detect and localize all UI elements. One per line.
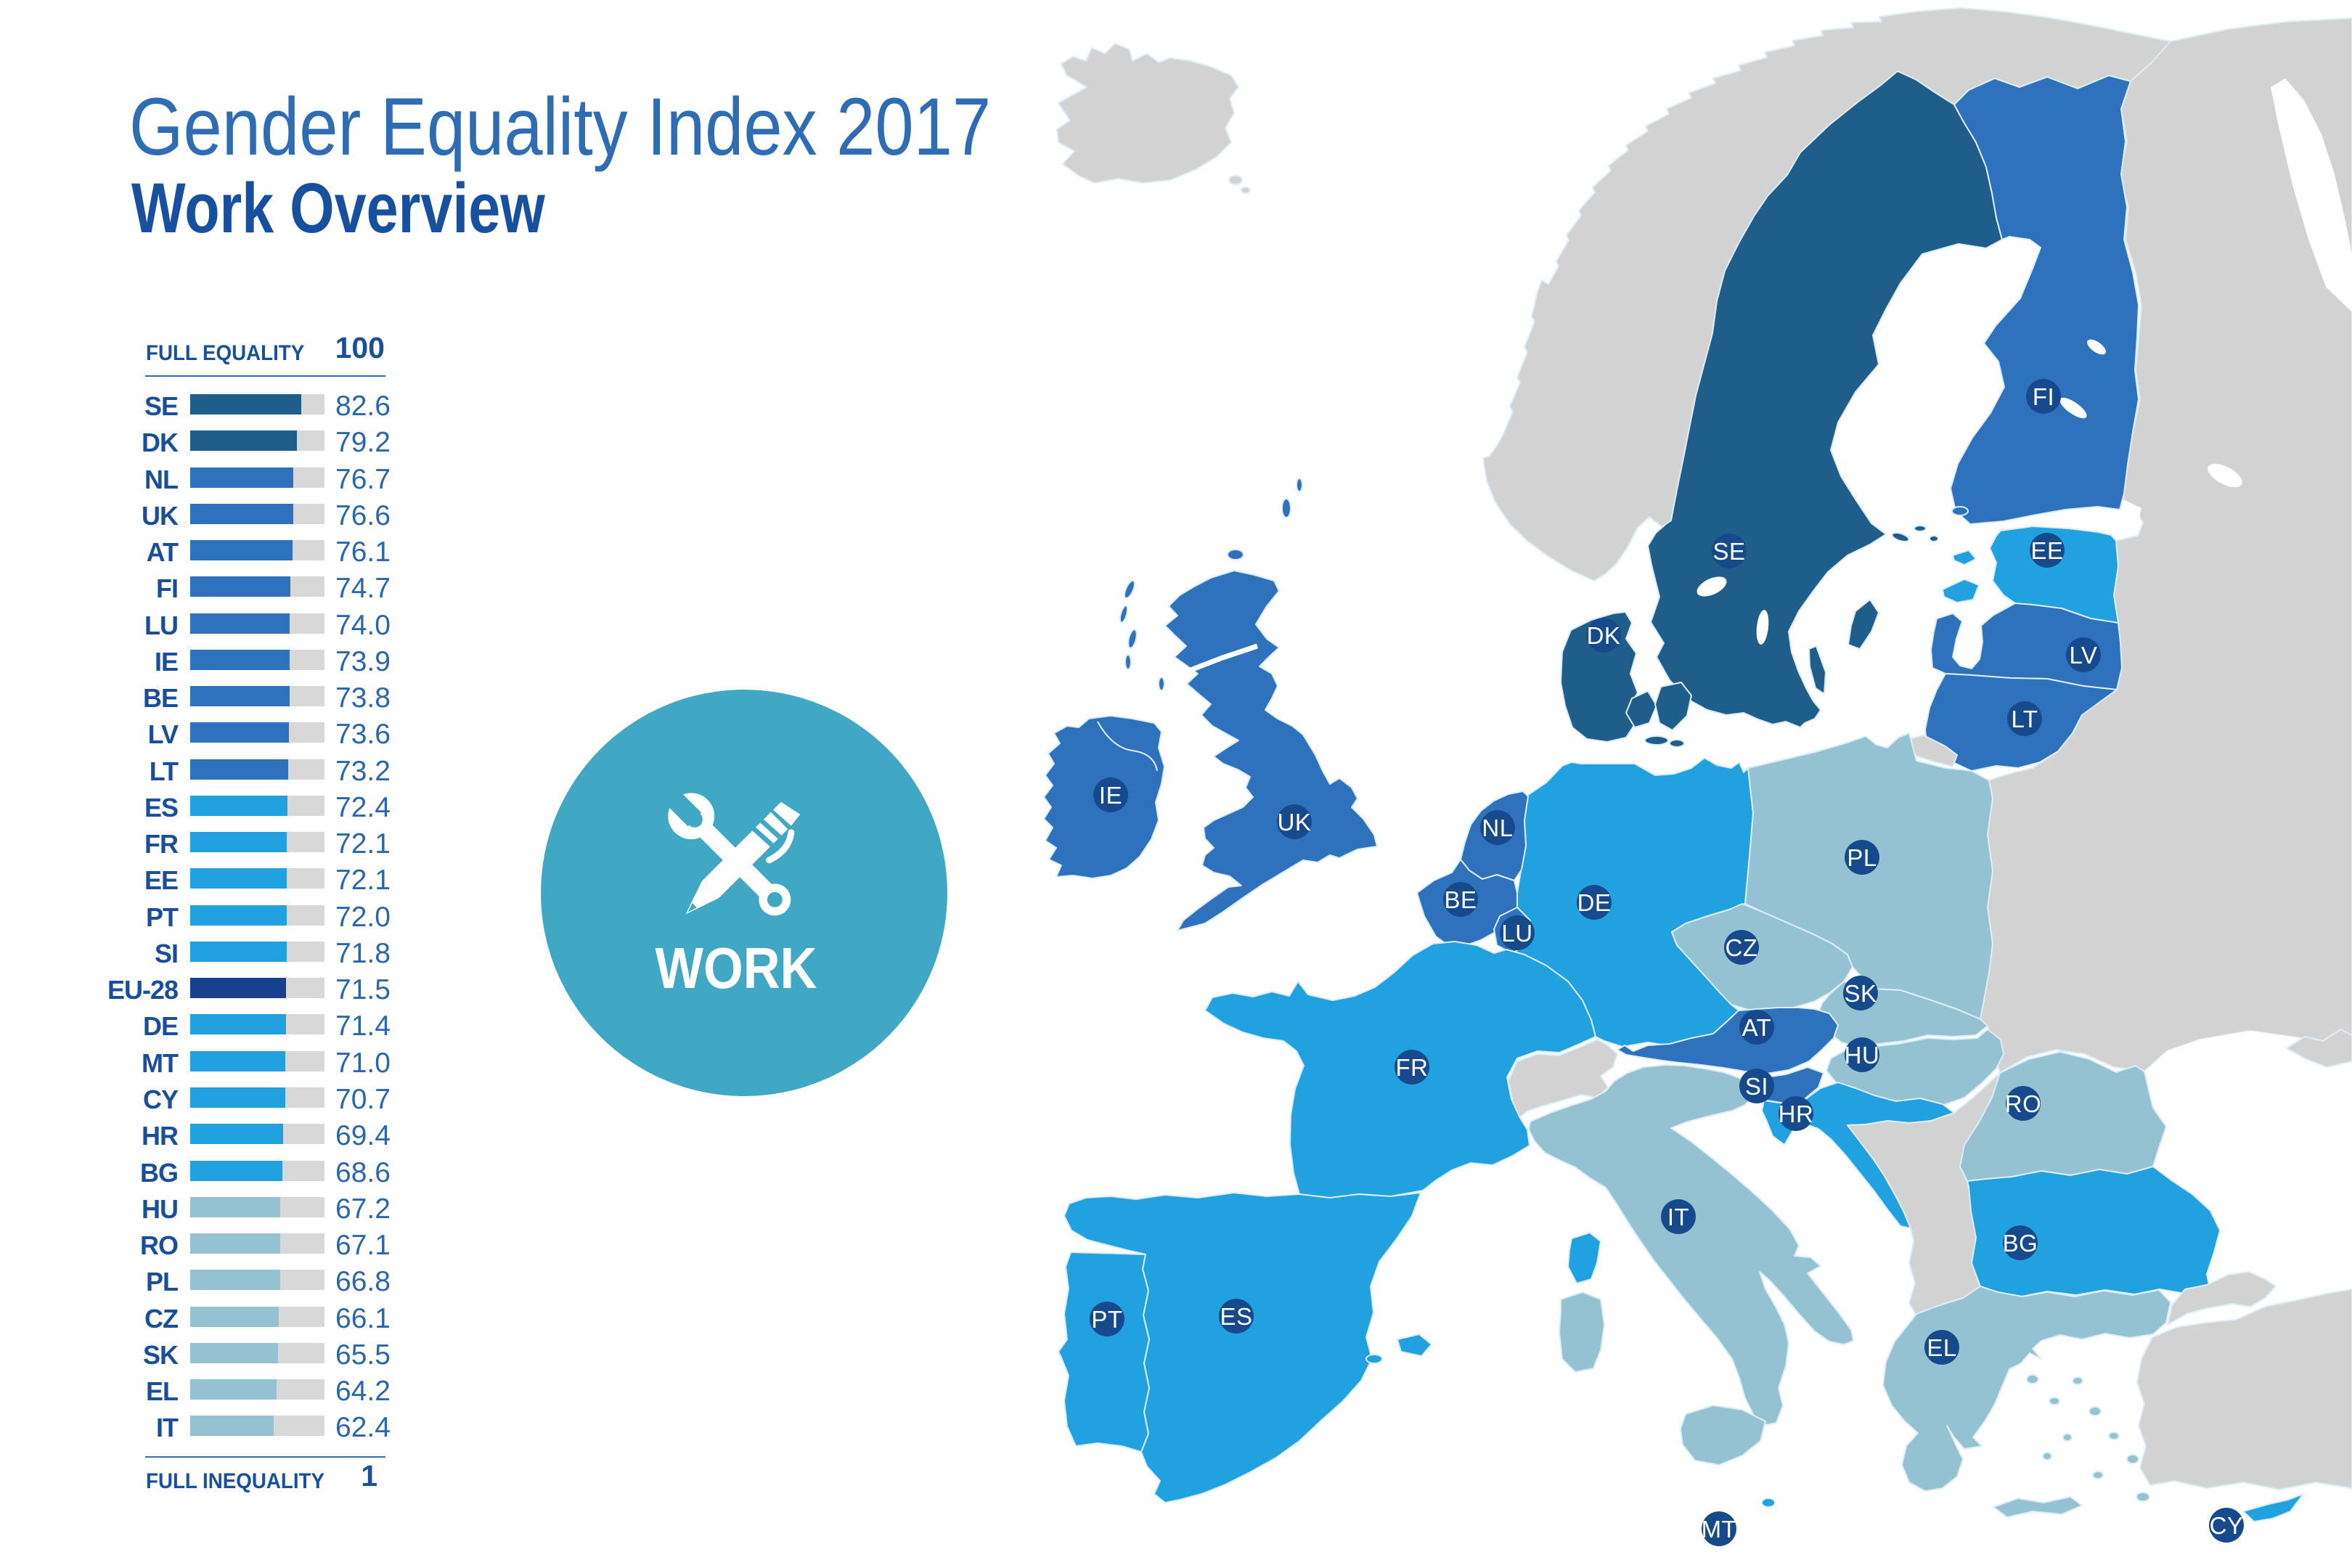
svg-text:UK: UK	[1278, 809, 1312, 836]
svg-text:RO: RO	[2005, 1090, 2042, 1117]
svg-text:LT: LT	[2011, 706, 2038, 732]
svg-text:EE: EE	[2030, 537, 2063, 564]
svg-text:IT: IT	[1667, 1204, 1689, 1230]
svg-text:SK: SK	[1844, 980, 1877, 1007]
svg-text:CY: CY	[2210, 1512, 2244, 1539]
svg-text:SE: SE	[1712, 538, 1745, 565]
svg-text:IE: IE	[1099, 782, 1122, 809]
svg-text:HU: HU	[1845, 1042, 1880, 1069]
svg-text:BG: BG	[2003, 1230, 2038, 1257]
svg-text:PT: PT	[1091, 1306, 1122, 1333]
svg-text:NL: NL	[1482, 814, 1513, 841]
svg-text:SI: SI	[1745, 1073, 1768, 1100]
svg-text:BE: BE	[1444, 886, 1477, 913]
svg-text:PL: PL	[1847, 844, 1877, 871]
svg-text:MT: MT	[1702, 1516, 1737, 1543]
svg-text:DE: DE	[1577, 889, 1612, 916]
svg-text:AT: AT	[1742, 1014, 1772, 1041]
svg-text:ES: ES	[1220, 1303, 1252, 1330]
svg-text:EL: EL	[1927, 1334, 1956, 1361]
svg-text:LV: LV	[2070, 642, 2098, 669]
svg-text:DK: DK	[1587, 622, 1621, 649]
svg-text:HR: HR	[1779, 1101, 1814, 1127]
svg-text:LU: LU	[1501, 920, 1532, 947]
svg-text:FR: FR	[1396, 1054, 1429, 1081]
svg-text:FI: FI	[2033, 383, 2054, 410]
svg-text:CZ: CZ	[1726, 934, 1758, 961]
